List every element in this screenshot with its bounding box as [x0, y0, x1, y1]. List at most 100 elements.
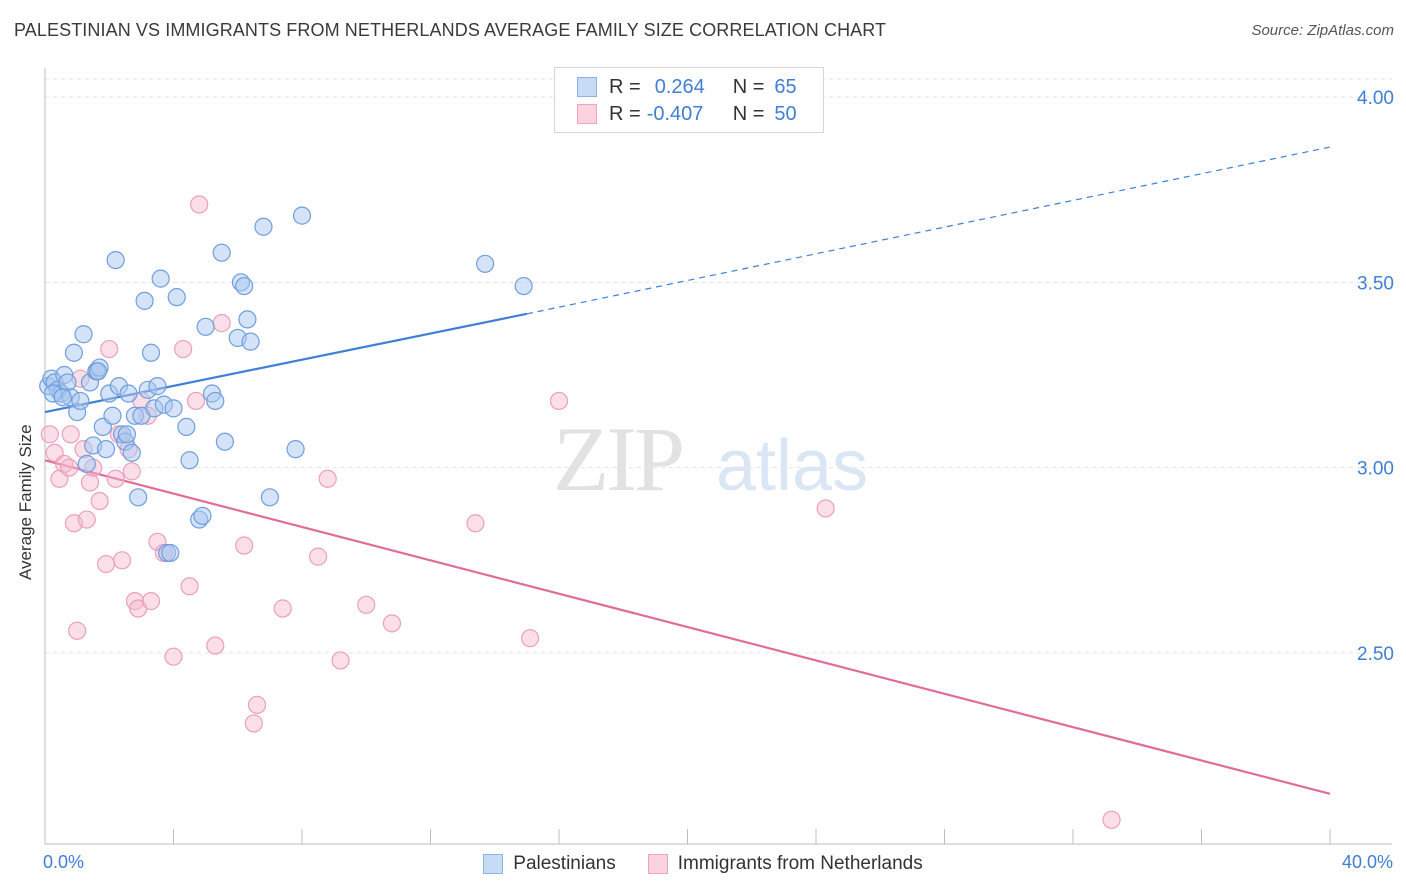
- point-netherlands: [164, 647, 183, 666]
- point-palestinians: [64, 343, 84, 362]
- point-palestinians: [286, 440, 305, 459]
- point-palestinians: [106, 250, 125, 270]
- point-palestinians: [235, 276, 254, 296]
- point-palestinians: [103, 406, 122, 425]
- point-palestinians: [96, 440, 116, 459]
- point-netherlands: [318, 469, 337, 488]
- point-netherlands: [206, 636, 225, 655]
- point-palestinians: [164, 399, 183, 418]
- axes: [44, 68, 1392, 845]
- point-palestinians: [292, 206, 312, 225]
- point-netherlands: [1102, 810, 1121, 829]
- point-palestinians: [238, 310, 257, 329]
- point-netherlands: [273, 599, 292, 618]
- legend-row-netherlands: R = -0.407 N = 50: [577, 101, 797, 127]
- x-tick-max: 40.0%: [1341, 852, 1393, 872]
- point-palestinians: [161, 543, 180, 563]
- legend-n-label: N =: [732, 75, 765, 98]
- legend-r-value: -0.407: [646, 102, 704, 125]
- point-netherlands: [520, 629, 540, 648]
- point-netherlands: [466, 514, 485, 533]
- point-netherlands: [382, 614, 402, 633]
- point-netherlands: [96, 554, 116, 574]
- point-palestinians: [88, 362, 108, 381]
- point-palestinians: [53, 388, 72, 407]
- legend-label: Immigrants from Netherlands: [677, 853, 923, 874]
- legend-r-value: 0.264: [654, 75, 705, 98]
- point-netherlands: [357, 595, 376, 614]
- point-palestinians: [167, 288, 186, 307]
- legend-swatch-blue: [483, 854, 504, 874]
- point-palestinians: [71, 391, 90, 411]
- legend-item-netherlands: Immigrants from Netherlands: [647, 853, 923, 875]
- point-netherlands: [247, 695, 267, 714]
- trend-lines: [44, 146, 1331, 795]
- point-palestinians: [151, 269, 170, 288]
- point-palestinians: [206, 391, 225, 411]
- trend-line-palestinians-extension: [526, 146, 1331, 315]
- y-tick-label: 2.50: [1357, 644, 1394, 665]
- point-palestinians: [215, 432, 234, 451]
- point-palestinians: [254, 217, 273, 236]
- y-axis-label: Average Family Size: [16, 424, 35, 580]
- point-netherlands: [77, 510, 96, 529]
- series-legend: Palestinians Immigrants from Netherlands: [0, 851, 1406, 877]
- legend-r-label: R =: [609, 75, 641, 98]
- point-netherlands: [40, 425, 59, 444]
- point-palestinians: [122, 443, 141, 462]
- legend-item-palestinians: Palestinians: [483, 853, 616, 875]
- legend-swatch-blue: [577, 77, 597, 97]
- point-netherlands: [106, 469, 125, 488]
- watermark: ZIP atlas: [553, 408, 868, 510]
- series-immigrants-from-netherlands: [40, 195, 1121, 829]
- point-netherlands: [180, 577, 199, 596]
- point-palestinians: [74, 325, 93, 344]
- point-netherlands: [90, 491, 109, 511]
- point-palestinians: [119, 384, 138, 403]
- point-netherlands: [186, 391, 206, 411]
- legend-n-value: 65: [774, 75, 797, 98]
- legend-r-label: R =: [609, 102, 641, 125]
- legend-row-palestinians: R = 0.264 N = 65: [577, 74, 797, 100]
- legend-n-value: 50: [774, 102, 797, 125]
- legend-n-label: N =: [732, 102, 765, 125]
- point-palestinians: [180, 451, 199, 470]
- y-tick-label: 3.00: [1357, 459, 1394, 480]
- point-netherlands: [549, 391, 569, 411]
- trend-line-netherlands: [44, 459, 1331, 795]
- point-palestinians: [148, 377, 167, 396]
- legend-label: Palestinians: [513, 853, 616, 874]
- y-tick-labels: 2.50 3.00 3.50 4.00: [1357, 88, 1394, 665]
- point-netherlands: [235, 536, 254, 555]
- point-palestinians: [212, 243, 231, 262]
- point-palestinians: [241, 332, 260, 351]
- point-netherlands: [141, 592, 161, 611]
- point-palestinians: [135, 291, 154, 310]
- point-palestinians: [77, 454, 96, 474]
- watermark-atlas: atlas: [716, 426, 868, 506]
- source-credit: Source: ZipAtlas.com: [1251, 22, 1394, 39]
- point-netherlands: [244, 714, 263, 733]
- point-netherlands: [174, 339, 193, 359]
- point-palestinians: [177, 417, 196, 436]
- legend-swatch-pink: [647, 854, 668, 874]
- chart-title: PALESTINIAN VS IMMIGRANTS FROM NETHERLAN…: [14, 20, 887, 40]
- point-netherlands: [112, 551, 132, 570]
- gridlines: [45, 78, 1392, 654]
- legend-swatch-pink: [577, 104, 597, 124]
- point-palestinians: [196, 317, 215, 336]
- point-netherlands: [61, 425, 80, 444]
- point-netherlands: [80, 473, 100, 492]
- point-palestinians: [117, 425, 137, 444]
- x-tick-min: 0.0%: [43, 852, 85, 872]
- point-netherlands: [212, 314, 231, 333]
- point-netherlands: [68, 621, 87, 640]
- point-palestinians: [129, 488, 148, 507]
- point-palestinians: [141, 343, 161, 362]
- y-tick-label: 3.50: [1357, 273, 1394, 294]
- point-netherlands: [122, 462, 141, 481]
- point-palestinians: [476, 254, 495, 273]
- series-palestinians: [39, 206, 533, 563]
- point-palestinians: [260, 488, 279, 507]
